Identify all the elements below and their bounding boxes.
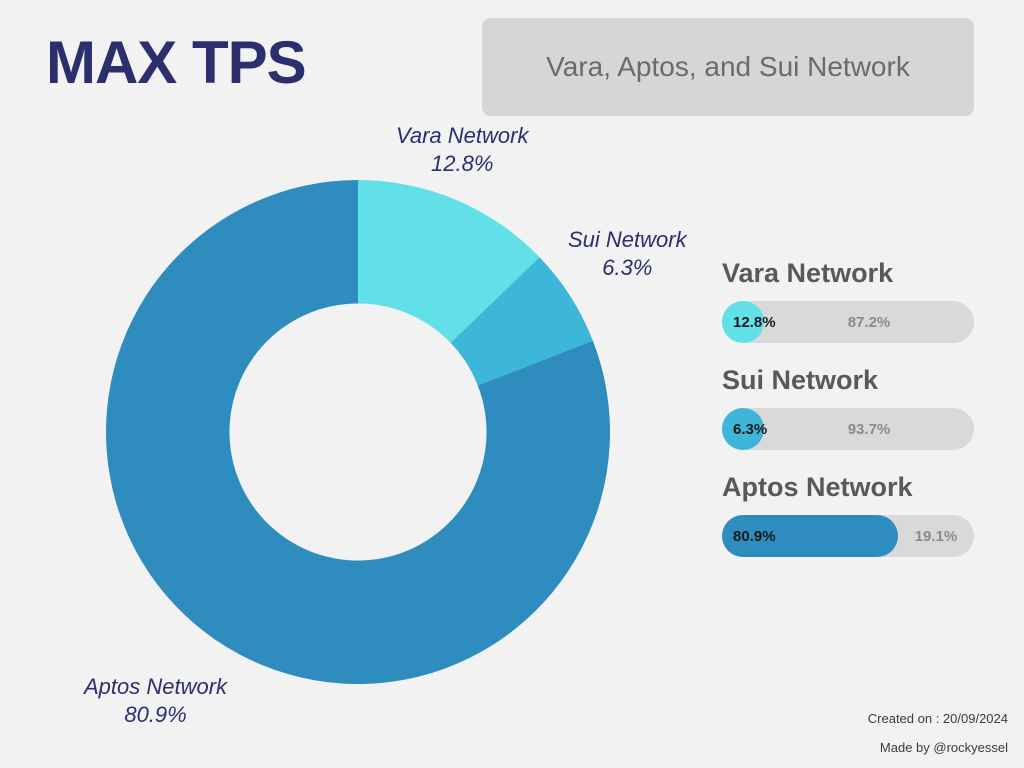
progress-bar-aptos: 80.9% 19.1% xyxy=(722,515,974,558)
donut-chart xyxy=(106,180,610,684)
donut-chart-svg xyxy=(106,180,610,684)
progress-bar-vara-fill xyxy=(722,301,764,344)
progress-bar-vara-value: 12.8% xyxy=(733,313,776,331)
progress-bar-aptos-remainder: 19.1% xyxy=(914,527,958,545)
donut-label-aptos-percent: 80.9% xyxy=(124,702,187,728)
donut-slices xyxy=(106,180,610,684)
donut-slice-aptos-network xyxy=(106,180,610,684)
progress-bar-aptos-fill xyxy=(722,515,898,558)
legend-panel: Vara Network 12.8% 87.2% Sui Network 6.3… xyxy=(722,258,974,558)
legend-title-sui: Sui Network xyxy=(722,365,879,396)
donut-slice-vara-network xyxy=(358,180,540,343)
donut-slice-sui-network xyxy=(450,257,593,386)
legend-title-vara: Vara Network xyxy=(722,258,894,288)
footer-made-by: Made by @rockyessel xyxy=(879,740,1008,755)
legend-group-vara: Vara Network 12.8% 87.2% xyxy=(722,258,974,344)
subtitle-text: Vara, Aptos, and Sui Network xyxy=(546,51,910,83)
donut-label-sui: Sui Network 6.3% xyxy=(568,226,687,282)
legend-group-sui: Sui Network 6.3% 93.7% xyxy=(722,365,974,451)
footer: Created on : 20/09/2024 Made by @rockyes… xyxy=(868,712,1008,754)
donut-label-vara-name: Vara Network xyxy=(396,123,529,148)
legend-title-aptos: Aptos Network xyxy=(722,472,913,503)
progress-bar-sui-value: 6.3% xyxy=(733,420,768,438)
legend-group-aptos: Aptos Network 80.9% 19.1% xyxy=(722,472,974,558)
footer-created-on: Created on : 20/09/2024 xyxy=(867,711,1008,726)
progress-bar-vara-remainder: 87.2% xyxy=(847,313,891,331)
page-title: MAX TPS xyxy=(46,29,307,96)
donut-label-aptos: Aptos Network 80.9% xyxy=(84,673,227,729)
donut-label-sui-percent: 6.3% xyxy=(602,255,653,281)
progress-bar-aptos-value: 80.9% xyxy=(733,527,776,545)
progress-bar-vara: 12.8% 87.2% xyxy=(722,301,974,344)
progress-bar-sui: 6.3% 93.7% xyxy=(722,408,974,451)
subtitle-box: Vara, Aptos, and Sui Network xyxy=(482,18,974,116)
donut-label-sui-name: Sui Network xyxy=(568,227,687,252)
progress-bar-sui-fill xyxy=(722,408,764,451)
donut-label-vara: Vara Network 12.8% xyxy=(396,122,528,178)
donut-label-aptos-name: Aptos Network xyxy=(84,674,228,699)
donut-label-vara-percent: 12.8% xyxy=(431,151,494,177)
progress-bar-sui-remainder: 93.7% xyxy=(847,420,891,438)
